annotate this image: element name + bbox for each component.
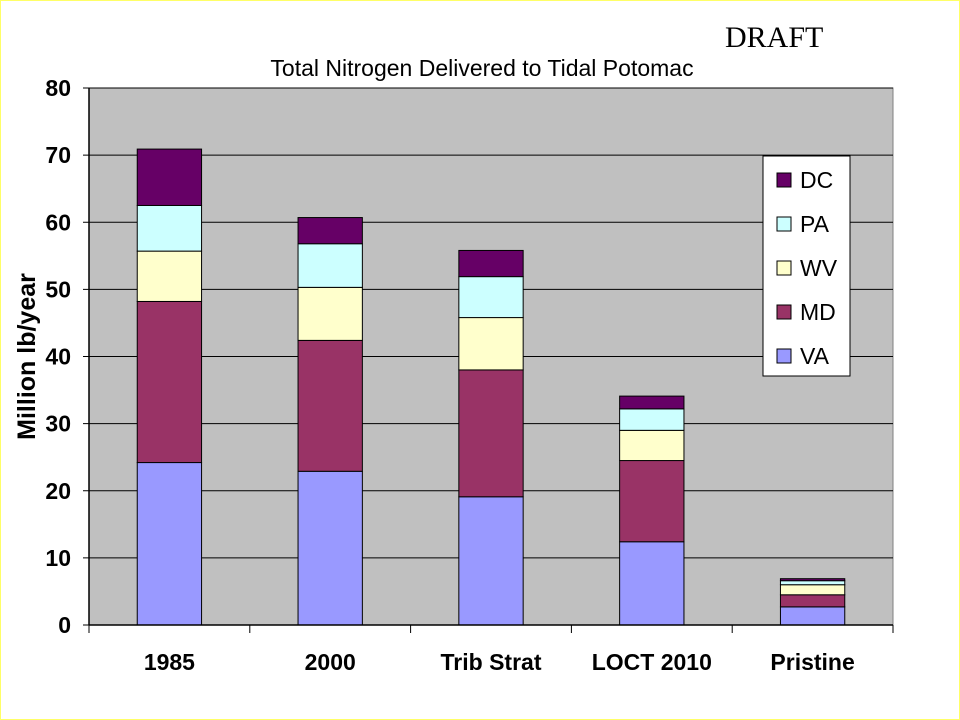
x-tick-label: LOCT 2010 (592, 649, 712, 675)
y-tick-label: 80 (45, 75, 71, 101)
legend-label-dc: DC (800, 167, 833, 193)
axes (83, 87, 894, 633)
legend-swatch-dc (776, 172, 792, 188)
x-tick-label: Trib Strat (441, 649, 542, 675)
bar-segment-va (619, 541, 685, 626)
legend: DC PA WV MD VA (762, 155, 851, 377)
x-tick-label: 1985 (144, 649, 195, 675)
bar-segment-va (136, 462, 203, 626)
bar-segment-wv (297, 286, 363, 341)
legend-label-pa: PA (800, 211, 830, 237)
y-tick-label: 60 (45, 209, 71, 235)
legend-label-md: MD (800, 299, 836, 325)
draft-watermark: DRAFT (725, 21, 824, 54)
y-tick-label: 20 (45, 478, 71, 504)
bar-segment-wv (458, 317, 524, 371)
bar-segment-pa (136, 204, 203, 252)
bar-segment-va (458, 496, 524, 626)
legend-swatch-pa (776, 216, 792, 232)
bar-segment-md (136, 300, 203, 464)
x-tick-labels: 1985 2000 Trib Strat LOCT 2010 Pristine (144, 649, 855, 675)
y-tick-label: 50 (45, 276, 71, 302)
bar-segment-wv (779, 584, 846, 596)
bar-segment-pa (458, 276, 524, 319)
legend-label-va: VA (800, 343, 830, 369)
bar-segment-dc (136, 148, 203, 206)
x-tick-label: Pristine (770, 649, 854, 675)
legend-swatch-md (776, 304, 792, 320)
bar-segment-md (458, 369, 524, 498)
legend-label-wv: WV (800, 255, 838, 281)
legend-swatch-va (776, 348, 792, 364)
y-tick-labels: 0 10 20 30 40 50 60 70 80 (45, 75, 71, 638)
bar-segment-md (779, 594, 846, 608)
bar-segment-md (297, 339, 363, 472)
x-tick-label: 2000 (305, 649, 356, 675)
bar-segment-dc (779, 578, 846, 582)
bar-segment-va (779, 606, 846, 626)
bar-segment-pa (619, 408, 685, 431)
bar-segment-wv (619, 429, 685, 462)
bar-segment-dc (297, 217, 363, 245)
bar-segment-pa (779, 580, 846, 586)
y-tick-label: 40 (45, 344, 71, 370)
y-tick-label: 10 (45, 545, 71, 571)
bars (136, 148, 846, 626)
bar-segment-md (619, 460, 685, 543)
bar-segment-dc (619, 395, 685, 410)
y-tick-label: 30 (45, 411, 71, 437)
y-tick-label: 0 (58, 612, 71, 638)
y-axis-title: Million lb/year (13, 273, 41, 440)
bar-segment-wv (136, 250, 203, 302)
legend-swatch-wv (776, 260, 792, 276)
bar-segment-va (297, 470, 363, 626)
bar-segment-pa (297, 243, 363, 288)
y-tick-label: 70 (45, 142, 71, 168)
bar-segment-dc (458, 249, 524, 278)
chart-title: Total Nitrogen Delivered to Tidal Potoma… (270, 55, 693, 81)
